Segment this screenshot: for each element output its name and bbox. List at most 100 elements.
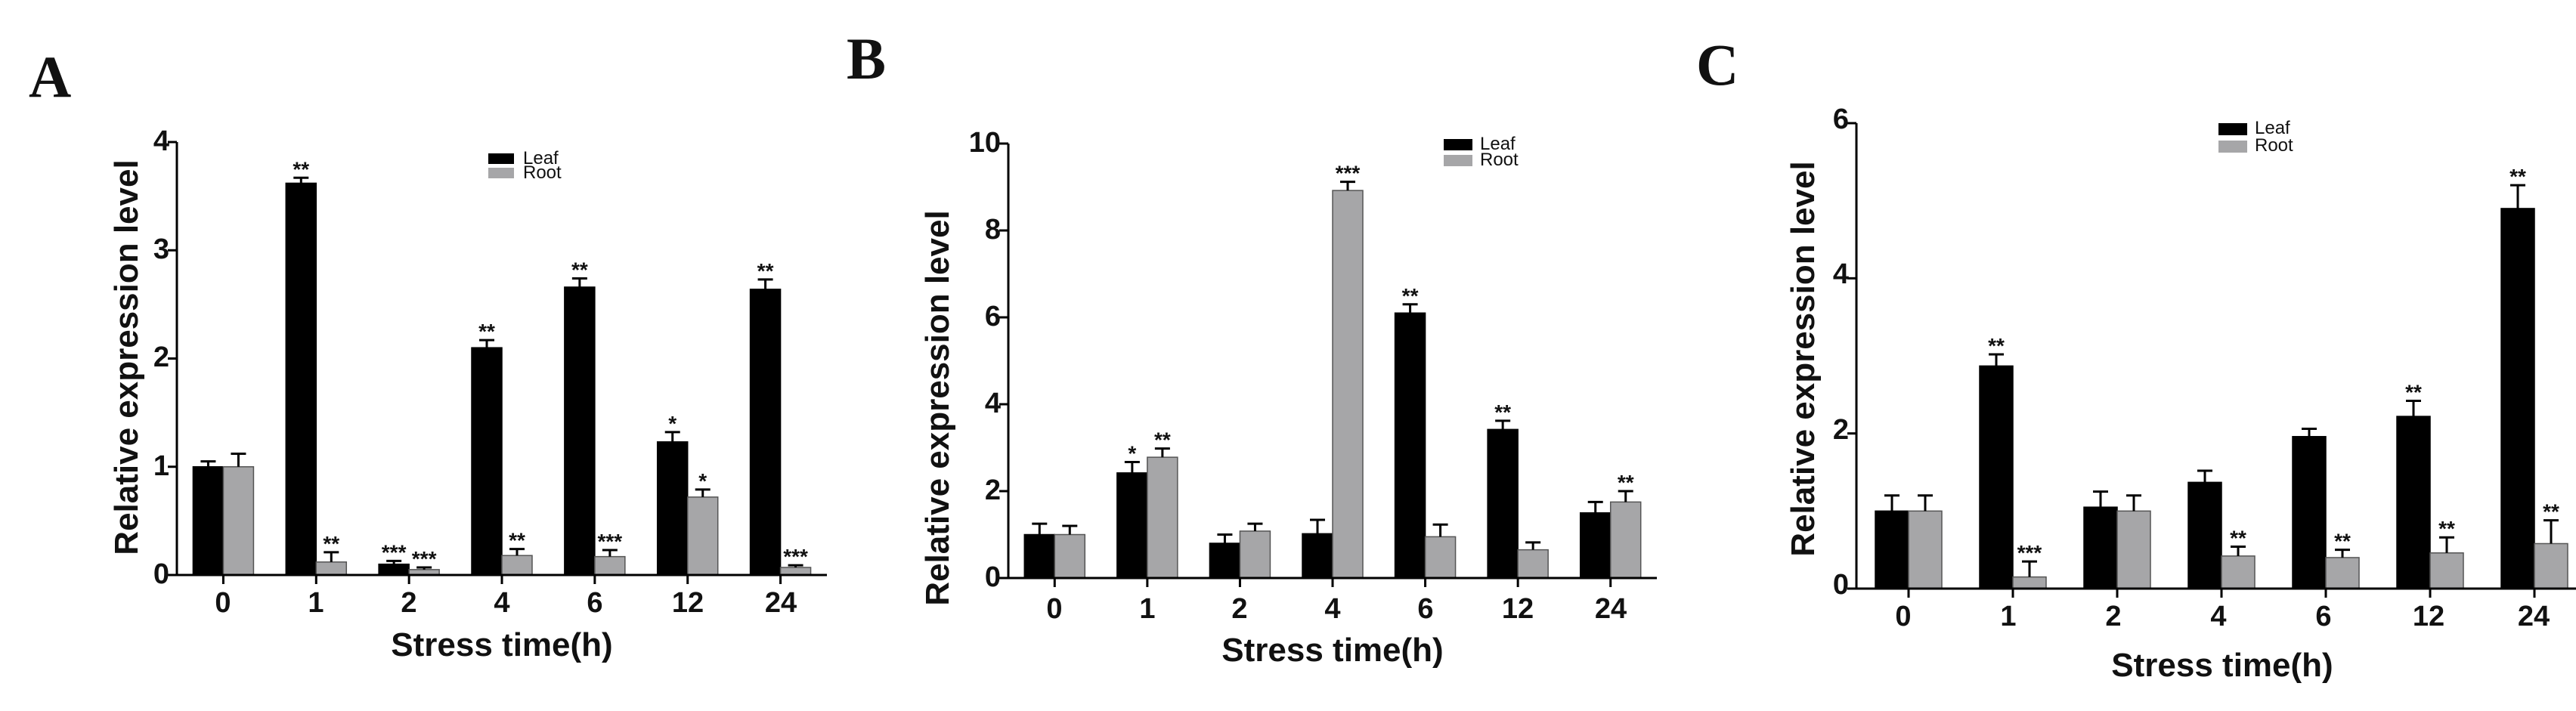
y-tick-label: 8 bbox=[985, 214, 1001, 246]
bar bbox=[1302, 533, 1333, 579]
significance-label: ** bbox=[323, 532, 339, 555]
legend: Leaf Root bbox=[488, 148, 562, 183]
bar bbox=[1609, 501, 1642, 579]
significance-label: * bbox=[1128, 441, 1136, 465]
x-axis-label: Stress time(h) bbox=[2111, 647, 2333, 684]
y-axis-label: Relative expression level bbox=[919, 210, 956, 605]
bar bbox=[1908, 510, 1943, 589]
x-tick-label: 1 bbox=[308, 587, 324, 619]
significance-label: ** bbox=[2543, 500, 2559, 524]
bar bbox=[2083, 506, 2118, 589]
x-tick-label: 4 bbox=[1324, 593, 1340, 625]
y-tick-label: 2 bbox=[985, 475, 1001, 506]
y-axis-label: Relative expression level bbox=[1785, 161, 1822, 556]
significance-label: ** bbox=[1154, 428, 1171, 452]
x-tick-label: 0 bbox=[1046, 593, 1062, 625]
legend-swatch-leaf bbox=[2218, 123, 2247, 135]
y-tick-label: 6 bbox=[1833, 104, 1849, 135]
chart-panel-a: A Relative expression level Stress time(… bbox=[0, 0, 847, 711]
bar bbox=[749, 289, 782, 576]
x-tick-label: 0 bbox=[1895, 601, 1911, 632]
chart-a-svg: A Relative expression level Stress time(… bbox=[29, 44, 827, 663]
bar bbox=[1979, 365, 2014, 589]
significance-label: * bbox=[668, 412, 677, 435]
significance-label: ** bbox=[757, 259, 774, 283]
bar bbox=[1147, 456, 1178, 579]
bar bbox=[501, 555, 533, 576]
significance-label: ** bbox=[478, 320, 495, 343]
legend-label-root: Root bbox=[523, 162, 562, 183]
x-axis-label: Stress time(h) bbox=[391, 626, 612, 663]
y-tick-label: 4 bbox=[153, 125, 169, 157]
chart-c-svg: C Relative expression level Stress time(… bbox=[1696, 32, 2576, 684]
significance-label: ** bbox=[1402, 284, 1419, 308]
legend-swatch-root bbox=[1444, 155, 1472, 166]
significance-label: ** bbox=[1494, 400, 1511, 424]
x-tick-label: 6 bbox=[2315, 601, 2331, 632]
legend-label-leaf: Leaf bbox=[523, 148, 559, 168]
x-tick-label: 0 bbox=[215, 587, 231, 619]
bar bbox=[1424, 536, 1457, 579]
chart-panel-b: B Relative expression level Stress time(… bbox=[847, 0, 1693, 711]
bar bbox=[285, 182, 317, 576]
bar bbox=[1517, 549, 1549, 579]
significance-label: *** bbox=[382, 540, 407, 564]
significance-label: ** bbox=[1988, 334, 2005, 357]
bar bbox=[2187, 481, 2222, 589]
bar bbox=[1332, 190, 1364, 579]
x-tick-label: 1 bbox=[2000, 601, 2016, 632]
legend-swatch-root bbox=[488, 168, 514, 178]
y-tick-label: 3 bbox=[153, 233, 169, 265]
bar bbox=[1394, 312, 1426, 579]
x-tick-label: 4 bbox=[2210, 601, 2226, 632]
bar bbox=[2116, 510, 2151, 589]
legend-label-leaf: Leaf bbox=[2255, 118, 2290, 138]
y-tick-label: 2 bbox=[153, 342, 169, 373]
bar bbox=[1023, 533, 1056, 579]
panel-label: A bbox=[29, 44, 71, 110]
bar bbox=[564, 286, 596, 576]
legend-swatch-root bbox=[2218, 141, 2247, 153]
x-axis-label: Stress time(h) bbox=[1221, 632, 1443, 669]
x-tick-label: 2 bbox=[401, 587, 416, 619]
bar bbox=[2429, 552, 2464, 589]
bar bbox=[378, 563, 410, 576]
significance-label: ** bbox=[2230, 527, 2246, 550]
x-tick-label: 24 bbox=[765, 587, 797, 619]
x-tick-label: 2 bbox=[2105, 601, 2121, 632]
y-tick-label: 4 bbox=[985, 388, 1001, 419]
x-tick-label: 12 bbox=[672, 587, 704, 619]
x-tick-label: 6 bbox=[587, 587, 602, 619]
panel-label: C bbox=[1696, 32, 1738, 97]
legend-label-root: Root bbox=[1480, 150, 1519, 170]
bar bbox=[192, 466, 224, 576]
bar bbox=[779, 567, 812, 576]
y-tick-label: 0 bbox=[985, 561, 1001, 593]
bar bbox=[2500, 208, 2535, 589]
bar bbox=[686, 496, 719, 576]
x-tick-label: 12 bbox=[2413, 601, 2444, 632]
bar bbox=[315, 561, 348, 576]
bar bbox=[2221, 555, 2256, 589]
y-tick-label: 0 bbox=[153, 558, 169, 590]
y-tick-label: 6 bbox=[985, 301, 1001, 332]
significance-label: ** bbox=[2509, 165, 2526, 188]
bar bbox=[1579, 512, 1612, 579]
y-tick-label: 1 bbox=[153, 450, 169, 482]
legend-label-root: Root bbox=[2255, 135, 2293, 156]
significance-label: * bbox=[698, 469, 707, 493]
y-tick-label: 2 bbox=[1833, 414, 1849, 446]
bar bbox=[222, 466, 255, 576]
chart-b-svg: B Relative expression level Stress time(… bbox=[847, 26, 1657, 669]
bar bbox=[594, 555, 626, 576]
bar bbox=[2534, 543, 2568, 589]
bar bbox=[1054, 533, 1086, 579]
y-tick-label: 10 bbox=[969, 127, 1001, 159]
bar bbox=[656, 441, 689, 576]
bar bbox=[471, 347, 503, 576]
significance-label: *** bbox=[783, 545, 808, 568]
legend: Leaf Root bbox=[2218, 118, 2293, 156]
bar bbox=[2396, 416, 2431, 589]
x-tick-label: 1 bbox=[1139, 593, 1155, 625]
significance-label: ** bbox=[2405, 381, 2422, 404]
